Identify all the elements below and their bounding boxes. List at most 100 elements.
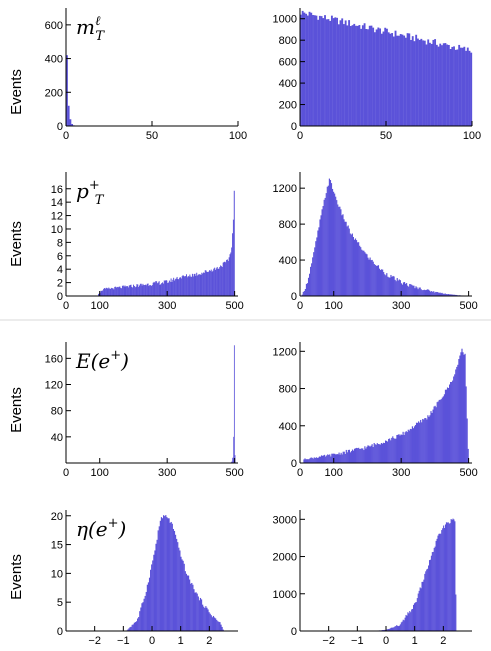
histogram-bar [205,270,207,296]
histogram-bar [444,528,446,631]
x-tick-label: 2 [440,635,446,647]
histogram-bar [418,421,420,463]
histogram-bar [182,275,184,296]
histogram-bar [108,287,110,296]
y-tick-label: 3000 [273,514,297,526]
x-tick-label: 50 [380,130,392,142]
histogram-bar [437,292,439,296]
histogram-bar [399,624,401,631]
histogram-bar [357,448,359,463]
histogram-bar [150,569,152,631]
histogram-bar [308,459,310,463]
histogram-bar [223,261,225,296]
histogram-bar [408,286,410,296]
histogram-bar [429,42,431,126]
histogram-bar [468,50,471,126]
histogram-bar [222,262,224,296]
histogram-bar [410,284,412,296]
histogram-bar [343,24,345,126]
histogram-bar [196,272,198,296]
histogram-bar [391,627,393,631]
histogram-bar [372,447,374,463]
histogram-bar [161,283,163,296]
histogram-bar [110,287,112,296]
histogram-bar [368,259,370,296]
histogram-bar [355,25,357,126]
histogram-bar [403,35,406,127]
histogram-bar [139,611,141,631]
histogram-bar [219,266,221,296]
histogram-bar [314,457,316,463]
x-tick-label: 500 [459,467,477,479]
histogram-bar [106,287,108,296]
histogram-bar [367,445,369,463]
histogram-bar [126,286,128,296]
y-tick-label: 160 [45,353,63,365]
histogram-bar [322,206,324,296]
histogram-bar [184,571,186,631]
histogram-bar [327,185,329,296]
histogram-bar [195,592,197,631]
histogram-bar [183,563,185,631]
histogram-bar [117,287,119,296]
histogram-bar [419,422,421,463]
histogram-bar [351,25,354,127]
histogram-bar [424,290,426,296]
histogram-bar [329,180,332,296]
histogram-bar [455,594,457,631]
histogram-bar [426,419,428,463]
histogram-bar [207,272,209,296]
histogram-bar [415,34,418,126]
histogram-bar [411,426,413,463]
y-tick-label: 2000 [273,552,297,564]
histogram-bar [136,284,138,296]
histogram-bar [452,380,454,463]
histogram-bar [365,448,367,463]
histogram-bar [388,629,390,631]
histogram-bar [406,33,409,126]
x-tick-label: 0 [297,300,303,312]
histogram-bar [423,579,425,631]
histogram-bar [221,626,223,631]
histogram-bar [218,621,220,631]
histogram-bar [386,273,388,296]
histogram-bar [451,46,454,126]
histogram-bar [353,23,356,126]
histogram-bar [178,547,180,631]
histogram-bar [407,285,409,296]
histogram-bar [330,183,333,296]
histogram-bar [429,559,432,631]
histogram-bar [306,459,308,463]
histogram-bar [173,530,176,631]
histogram-bar [231,461,233,463]
histogram-bar [152,282,154,296]
histogram-bar [399,435,401,463]
histogram-bar [399,280,401,296]
histogram-bar [327,454,329,463]
histogram-bar [365,29,368,126]
histogram-bar [382,442,385,463]
histogram-bar [459,47,462,126]
histogram-bar [99,292,101,296]
histogram-bar [410,39,412,126]
histogram-bar [335,196,337,296]
histogram-bar [197,274,199,296]
histogram-bar [220,624,222,631]
histogram-bar [179,550,181,631]
histogram-bar [103,288,105,296]
histogram-bar [369,446,371,463]
histogram-bar [145,591,147,631]
histogram-bar [206,271,208,296]
histogram-bar [352,450,355,463]
histogram-bar [159,284,161,296]
histogram-bar [433,406,435,463]
histogram-bar [391,33,394,126]
histogram-bar [359,448,361,463]
histogram-bar [171,281,173,296]
histogram-bar [361,249,363,296]
histogram-bar [352,236,354,296]
histogram-bar [421,581,423,631]
histogram-bar [461,47,464,126]
histogram-bar [346,25,349,127]
